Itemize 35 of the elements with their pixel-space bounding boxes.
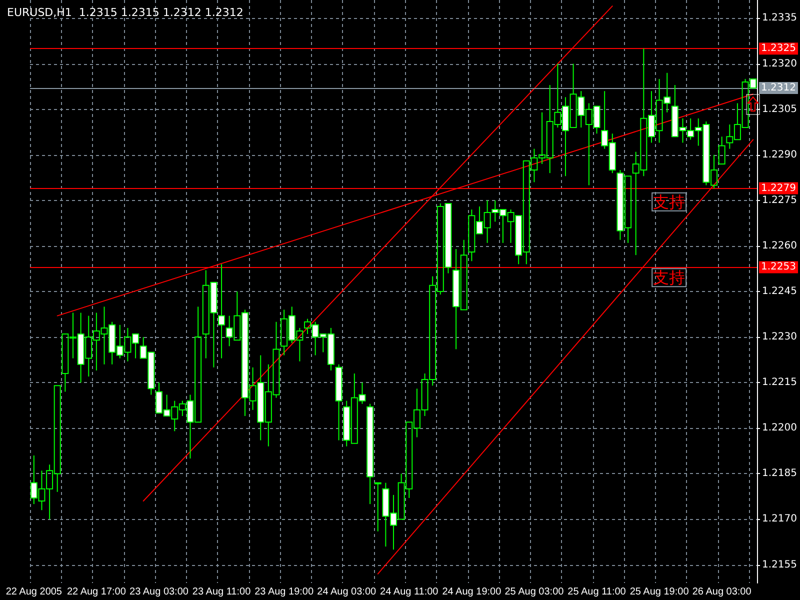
x-tick-label: 23 Aug 19:00 [254, 586, 314, 598]
x-tick-label: 23 Aug 03:00 [130, 586, 189, 598]
y-tick-label: 1.2185 [762, 468, 798, 480]
x-tick-label: 25 Aug 03:00 [504, 586, 564, 598]
ref-line-label: 1.2279 [761, 182, 796, 194]
x-tick-label: 26 Aug 03:00 [692, 586, 752, 598]
y-tick-label: 1.2170 [762, 514, 798, 525]
ref-line-label: 1.2312 [761, 82, 796, 94]
x-tick-label: 22 Aug 17:00 [66, 586, 126, 598]
y-tick-label: 1.2320 [762, 58, 798, 70]
x-tick-label: 25 Aug 11:00 [568, 586, 626, 598]
y-tick-label: 1.2275 [762, 194, 798, 206]
ref-line-label: 1.2253 [761, 262, 796, 273]
y-tick-label: 1.2230 [762, 332, 798, 343]
candlestick [218, 264, 226, 359]
candlestick [718, 136, 726, 164]
x-tick-label: 24 Aug 11:00 [380, 586, 439, 598]
candlestick [374, 482, 382, 532]
y-tick-label: 1.2155 [762, 559, 798, 570]
text: EURUSD,H1 1.2315 1.2315 1.2312 1.2312 [7, 6, 244, 19]
x-tick-label: 24 Aug 03:00 [317, 586, 377, 598]
x-tick-label: 24 Aug 19:00 [442, 586, 502, 598]
x-tick-label: 22 Aug 2005 [6, 586, 62, 598]
y-tick-label: 1.2305 [762, 104, 798, 115]
annotation: 支持 [653, 192, 686, 212]
y-tick-label: 1.2200 [762, 422, 798, 434]
x-tick-label: 23 Aug 11:00 [192, 586, 252, 598]
y-tick-label: 1.2215 [762, 377, 798, 388]
y-tick-label: 1.2290 [762, 149, 798, 160]
y-tick-label: 1.2245 [762, 286, 798, 297]
x-tick-label: 25 Aug 19:00 [630, 586, 690, 598]
ref-line-label: 1.2325 [761, 43, 796, 54]
y-tick-label: 1.2335 [762, 12, 798, 24]
annotation: 支持 [653, 268, 686, 288]
y-tick-label: 1.2260 [762, 240, 798, 252]
